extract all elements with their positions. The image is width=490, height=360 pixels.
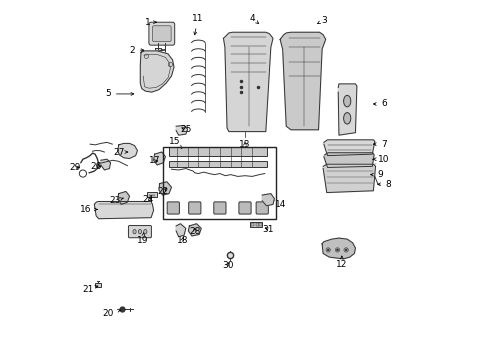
Polygon shape — [101, 159, 111, 170]
Bar — [155, 48, 161, 52]
Text: 1: 1 — [145, 18, 156, 27]
Polygon shape — [140, 51, 174, 92]
FancyBboxPatch shape — [149, 22, 175, 45]
Polygon shape — [323, 164, 375, 193]
Text: 2: 2 — [129, 46, 144, 55]
Polygon shape — [262, 194, 274, 206]
Bar — [259, 223, 262, 226]
Bar — [95, 283, 101, 287]
Polygon shape — [322, 238, 355, 259]
Bar — [169, 147, 267, 156]
Bar — [250, 222, 262, 227]
Text: 14: 14 — [271, 200, 286, 209]
FancyBboxPatch shape — [239, 202, 251, 214]
Text: 25: 25 — [180, 125, 192, 134]
Text: 12: 12 — [336, 256, 347, 269]
Ellipse shape — [144, 229, 147, 234]
Text: 17: 17 — [149, 157, 160, 166]
Text: 9: 9 — [370, 170, 384, 179]
Text: 28: 28 — [189, 228, 200, 237]
Circle shape — [337, 249, 339, 251]
Bar — [163, 147, 276, 219]
Ellipse shape — [343, 95, 351, 107]
Polygon shape — [95, 202, 153, 219]
Polygon shape — [338, 84, 357, 135]
Bar — [169, 161, 267, 167]
Polygon shape — [280, 32, 326, 130]
Text: 5: 5 — [105, 89, 134, 98]
Text: 20: 20 — [102, 309, 121, 318]
Text: 13: 13 — [239, 140, 251, 149]
FancyBboxPatch shape — [128, 226, 151, 238]
Bar — [147, 192, 157, 197]
Text: 6: 6 — [373, 99, 387, 108]
Ellipse shape — [343, 113, 351, 124]
Polygon shape — [223, 32, 273, 132]
Polygon shape — [324, 153, 374, 167]
Polygon shape — [118, 192, 129, 204]
Text: 22: 22 — [158, 187, 169, 196]
Text: 4: 4 — [249, 14, 259, 23]
Circle shape — [327, 249, 329, 251]
Polygon shape — [176, 126, 188, 135]
FancyBboxPatch shape — [167, 202, 179, 214]
Text: 30: 30 — [222, 261, 234, 270]
Text: 31: 31 — [263, 225, 274, 234]
Polygon shape — [153, 152, 166, 165]
Polygon shape — [176, 224, 186, 237]
Text: 7: 7 — [373, 140, 387, 149]
Text: 29: 29 — [69, 163, 80, 172]
Text: 23: 23 — [109, 196, 123, 205]
Text: 11: 11 — [192, 14, 203, 35]
Text: 3: 3 — [318, 16, 327, 25]
Ellipse shape — [133, 229, 136, 234]
Text: 15: 15 — [170, 137, 182, 149]
Circle shape — [345, 249, 347, 251]
Ellipse shape — [138, 229, 142, 234]
Text: 18: 18 — [176, 236, 188, 245]
Polygon shape — [188, 224, 201, 236]
Text: 27: 27 — [113, 148, 128, 157]
Text: 19: 19 — [137, 233, 148, 245]
Bar — [251, 223, 254, 226]
Polygon shape — [324, 140, 375, 156]
Bar — [256, 223, 259, 226]
FancyBboxPatch shape — [152, 26, 171, 41]
Text: 10: 10 — [373, 155, 390, 164]
Polygon shape — [159, 182, 171, 195]
Text: 16: 16 — [80, 205, 97, 214]
FancyBboxPatch shape — [189, 202, 201, 214]
Text: 21: 21 — [82, 285, 98, 294]
Text: 26: 26 — [91, 162, 102, 171]
Text: 24: 24 — [143, 195, 154, 204]
Polygon shape — [118, 143, 137, 158]
FancyBboxPatch shape — [214, 202, 226, 214]
Text: 8: 8 — [378, 180, 392, 189]
FancyBboxPatch shape — [256, 202, 269, 214]
